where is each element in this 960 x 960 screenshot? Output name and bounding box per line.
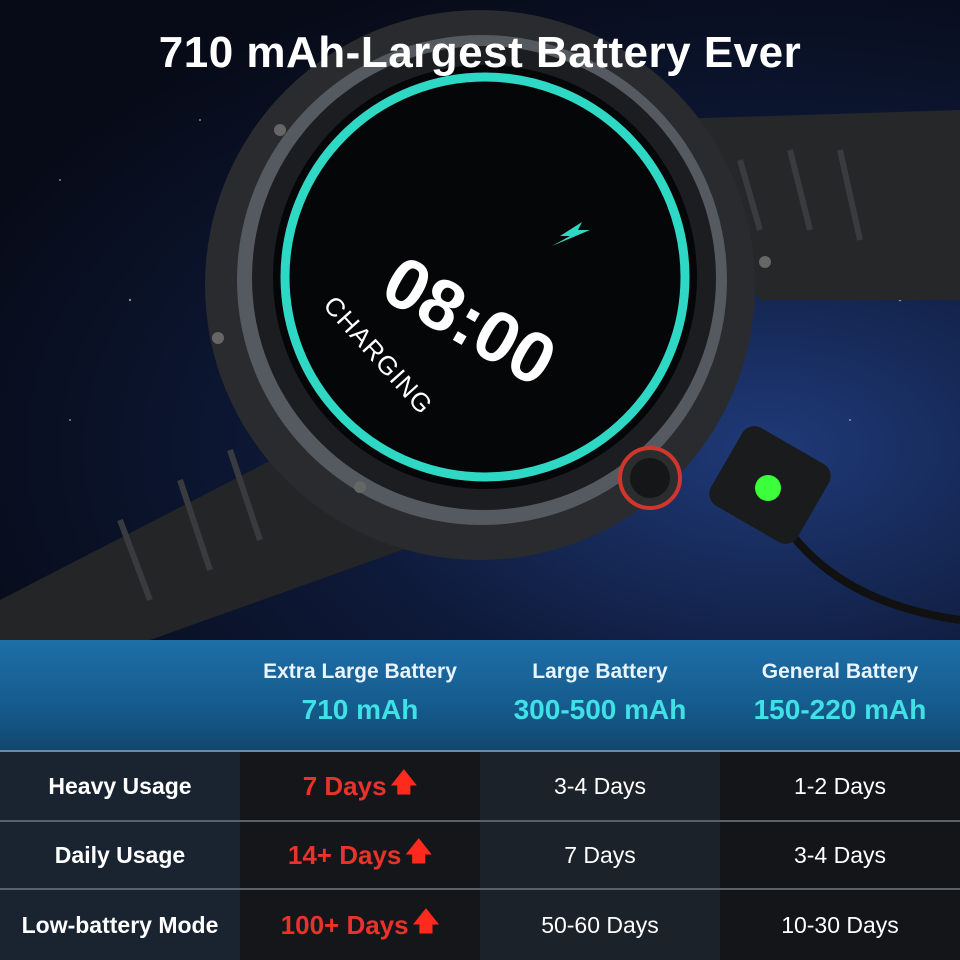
- cell-value: 7 Days: [302, 770, 387, 801]
- column-name: Large Battery: [532, 660, 668, 683]
- row-label: Heavy Usage: [0, 752, 240, 820]
- column-capacity: 300-500 mAh: [513, 694, 687, 725]
- cell-value: 3-4 Days: [720, 822, 960, 888]
- arrow-up-icon: 🡅: [405, 836, 433, 866]
- column-name: Extra Large Battery: [263, 660, 457, 683]
- cell-value: 14+ Days: [287, 839, 402, 870]
- battery-comparison-table: Extra Large Battery 710 mAh Large Batter…: [0, 640, 960, 960]
- page-title: 710 mAh-Largest Battery Ever: [158, 28, 802, 77]
- row-label: Low-battery Mode: [0, 890, 240, 960]
- column-header-general: General Battery 150-220 mAh: [720, 640, 960, 750]
- cell-value: 1-2 Days: [720, 752, 960, 820]
- row-label: Daily Usage: [0, 822, 240, 888]
- column-capacity: 710 mAh: [301, 694, 419, 725]
- cell-value: 3-4 Days: [480, 752, 720, 820]
- highlight-cell: 14+ Days 🡅: [240, 822, 480, 888]
- cell-value: 7 Days: [480, 822, 720, 888]
- charging-ring: [280, 72, 690, 482]
- highlight-cell: 100+ Days 🡅: [240, 890, 480, 960]
- column-name: General Battery: [761, 660, 919, 683]
- arrow-up-icon: 🡅: [412, 906, 440, 936]
- arrow-up-icon: 🡅: [390, 767, 418, 797]
- column-capacity: 150-220 mAh: [753, 694, 927, 725]
- smartwatch-illustration: [0, 10, 960, 640]
- table-row: Heavy Usage 7 Days 🡅 3-4 Days 1-2 Days: [0, 752, 960, 822]
- cell-value: 10-30 Days: [720, 890, 960, 960]
- cell-value: 50-60 Days: [480, 890, 720, 960]
- column-header-large: Large Battery 300-500 mAh: [480, 640, 720, 750]
- product-hero-image: 08:00 CHARGING 710 mAh-Largest Battery E…: [0, 0, 960, 640]
- charging-led-icon: [755, 475, 781, 501]
- lightning-bolt-icon: [552, 222, 590, 246]
- cell-value: 100+ Days: [280, 909, 409, 940]
- column-header-extra-large: Extra Large Battery 710 mAh: [240, 640, 480, 750]
- table-row: Daily Usage 14+ Days 🡅 7 Days 3-4 Days: [0, 822, 960, 890]
- highlight-cell: 7 Days 🡅: [240, 752, 480, 820]
- table-row: Low-battery Mode 100+ Days 🡅 50-60 Days 1…: [0, 890, 960, 960]
- table-header: Extra Large Battery 710 mAh Large Batter…: [0, 640, 960, 752]
